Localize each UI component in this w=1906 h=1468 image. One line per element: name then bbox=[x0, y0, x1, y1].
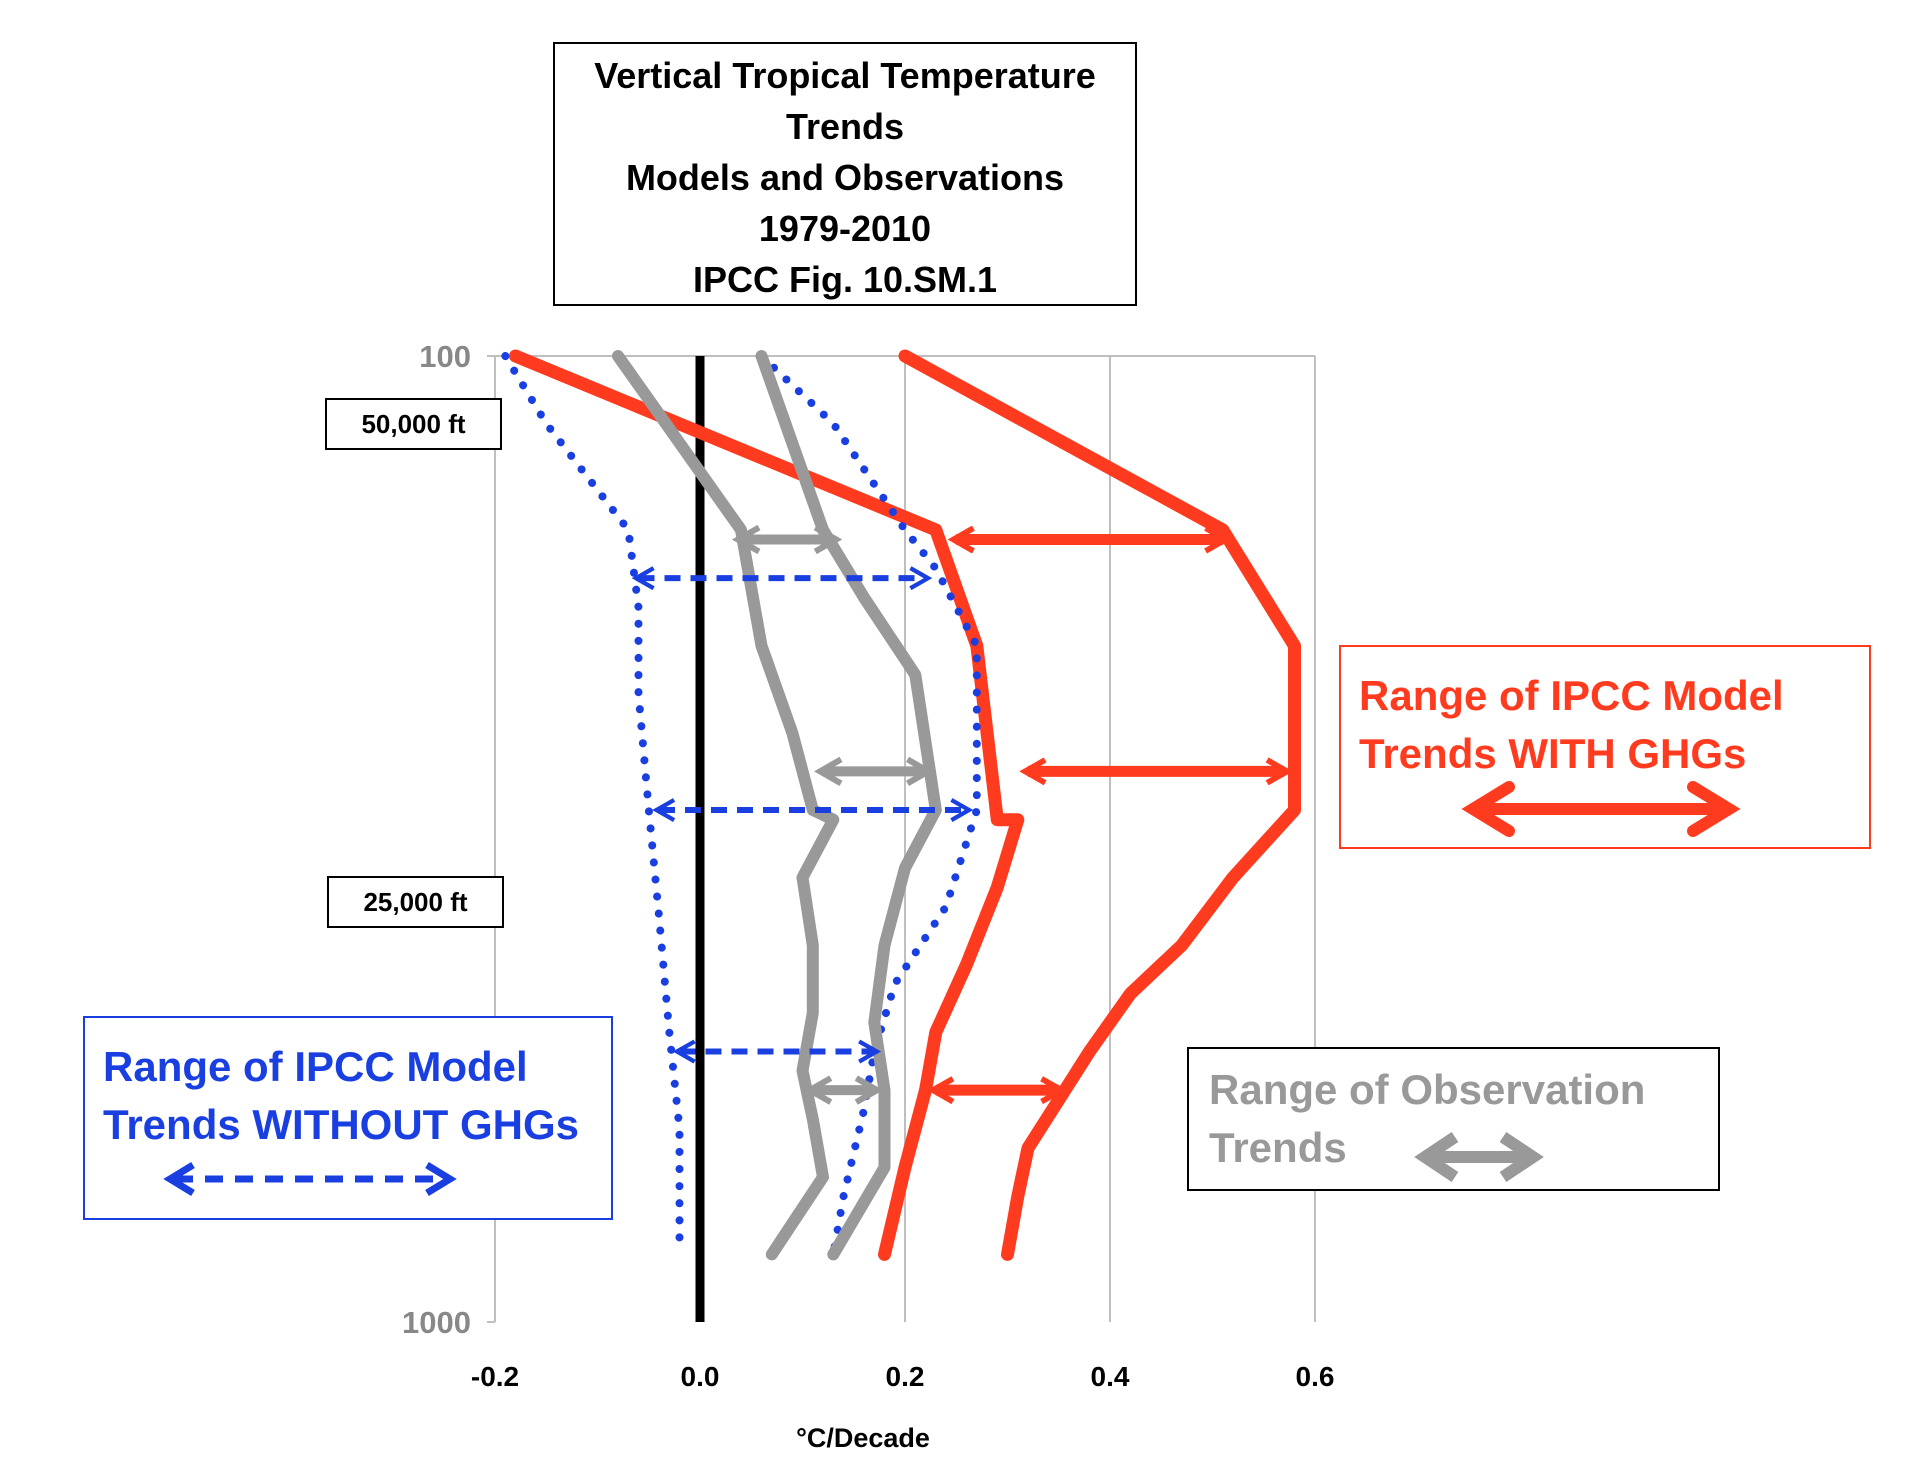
legend-without-ghg-line1: Range of IPCC Model bbox=[103, 1043, 528, 1090]
x-axis-label: °C/Decade bbox=[796, 1423, 930, 1453]
y-tick-label: 1000 bbox=[402, 1305, 471, 1340]
range-arrows bbox=[631, 524, 1293, 1105]
altitude-label-50000: 50,000 ft bbox=[325, 398, 502, 450]
y-tick-label: 100 bbox=[419, 339, 471, 374]
series-line-2 bbox=[501, 352, 684, 1259]
chart-title: Vertical Tropical Temperature Trends Mod… bbox=[553, 42, 1137, 306]
double-arrow-red-icon bbox=[1461, 781, 1741, 837]
title-line-2: Trends bbox=[785, 106, 905, 147]
legend-observations-line2: Trends bbox=[1209, 1124, 1347, 1171]
series-line-4 bbox=[612, 350, 840, 1261]
altitude-label-25000: 25,000 ft bbox=[327, 876, 504, 928]
legend-with-ghg-line2: Trends WITH GHGs bbox=[1359, 730, 1747, 777]
x-tick-label: 0.2 bbox=[886, 1361, 925, 1392]
series-layer bbox=[501, 349, 1301, 1322]
series-line-0 bbox=[509, 349, 1025, 1261]
title-line-1: Vertical Tropical Temperature bbox=[594, 55, 1096, 96]
legend-without-ghg-line2: Trends WITHOUT GHGs bbox=[103, 1101, 580, 1148]
legend-with-ghg-line1: Range of IPCC Model bbox=[1359, 672, 1784, 719]
title-line-5: IPCC Fig. 10.SM.1 bbox=[692, 259, 998, 300]
x-tick-label: 0.0 bbox=[681, 1361, 720, 1392]
legend-observations: Range of Observation Trends bbox=[1187, 1047, 1720, 1191]
legend-without-ghg: Range of IPCC Model Trends WITHOUT GHGs bbox=[83, 1016, 613, 1220]
x-tick-label: 0.4 bbox=[1091, 1361, 1130, 1392]
series-line-3 bbox=[757, 352, 981, 1259]
title-line-4: 1979-2010 bbox=[758, 208, 932, 249]
series-line-1 bbox=[898, 349, 1301, 1261]
axis-labels: -0.2 0.0 0.2 0.4 0.6 100 1000 °C/Decade bbox=[402, 339, 1334, 1453]
legend-observations-line1: Range of Observation bbox=[1209, 1066, 1646, 1113]
title-line-3: Models and Observations bbox=[625, 157, 1065, 198]
double-arrow-gray-icon bbox=[1414, 1132, 1544, 1182]
legend-with-ghg: Range of IPCC Model Trends WITH GHGs bbox=[1339, 645, 1871, 849]
x-tick-label: 0.6 bbox=[1296, 1361, 1335, 1392]
double-arrow-dashed-blue-icon bbox=[163, 1162, 457, 1196]
x-tick-label: -0.2 bbox=[471, 1361, 519, 1392]
